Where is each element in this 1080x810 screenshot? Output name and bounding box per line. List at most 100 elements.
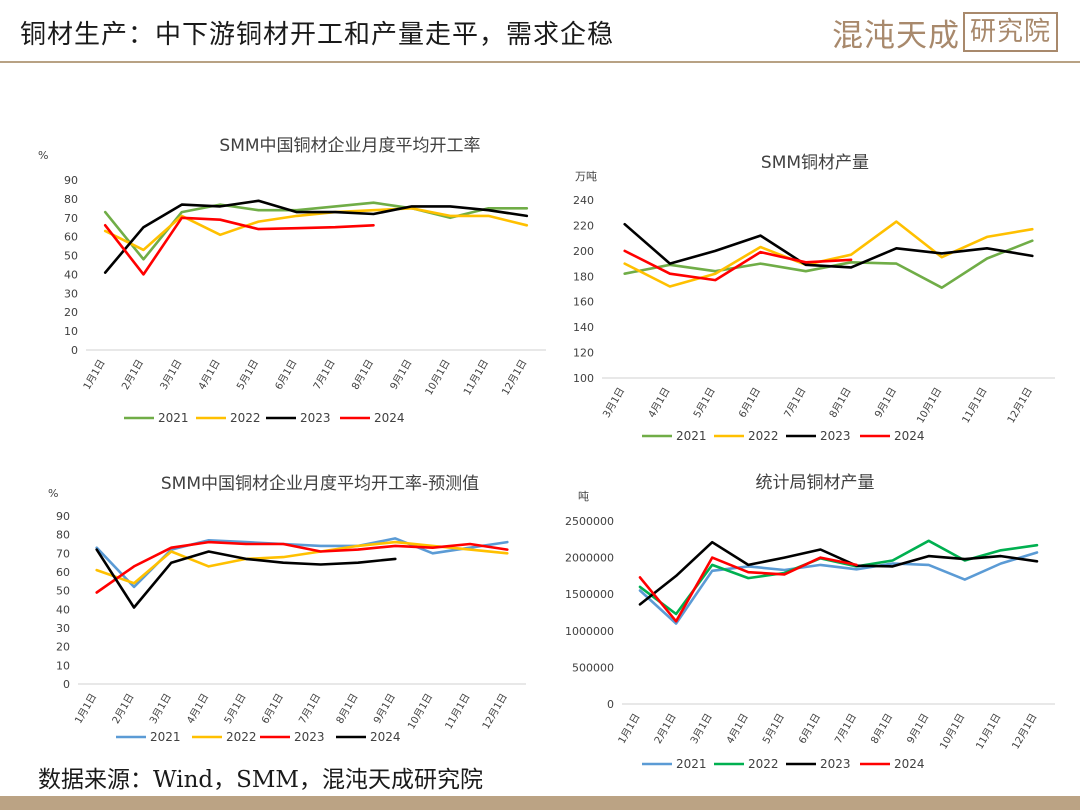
legend-label-2021: 2021	[676, 429, 707, 443]
y-tick-label: 40	[64, 268, 78, 281]
x-tick-label: 8月1日	[334, 692, 361, 726]
series-line-2024	[638, 556, 858, 623]
y-tick-label: 70	[64, 212, 78, 225]
x-tick-label: 3月1日	[688, 712, 715, 746]
x-tick-label: 8月1日	[827, 386, 854, 420]
x-tick-label: 9月1日	[371, 692, 398, 726]
y-tick-label: 30	[56, 622, 70, 635]
x-tick-label: 10月1日	[914, 386, 944, 426]
data-source-note: 数据来源：Wind，SMM，混沌天成研究院	[38, 767, 483, 793]
x-tick-label: 5月1日	[234, 358, 261, 392]
y-tick-label: 10	[64, 325, 78, 338]
y-tick-label: 50	[56, 585, 70, 598]
legend-label-2021: 2021	[676, 757, 707, 771]
x-tick-label: 11月1日	[443, 692, 473, 732]
x-tick-label: 2月1日	[110, 692, 137, 726]
y-tick-label: 0	[71, 344, 78, 357]
x-tick-label: 10月1日	[423, 358, 453, 398]
x-tick-label: 1月1日	[81, 358, 108, 392]
y-tick-label: 60	[64, 231, 78, 244]
x-tick-label: 11月1日	[974, 712, 1004, 752]
x-tick-label: 6月1日	[796, 712, 823, 746]
x-tick-label: 6月1日	[259, 692, 286, 726]
series-line-2023	[638, 540, 1039, 606]
series-line-2021	[623, 239, 1034, 289]
x-tick-label: 11月1日	[960, 386, 990, 426]
x-tick-label: 5月1日	[222, 692, 249, 726]
y-tick-label: 2000000	[565, 552, 614, 565]
y-tick-label: 160	[573, 296, 594, 309]
x-tick-label: 8月1日	[868, 712, 895, 746]
x-tick-label: 1月1日	[73, 692, 100, 726]
legend-label-2021: 2021	[150, 730, 181, 744]
x-tick-label: 6月1日	[273, 358, 300, 392]
chart-title: SMM中国铜材企业月度平均开工率-预测值	[161, 474, 479, 494]
chart-utilization: SMM中国铜材企业月度平均开工率% 0 10 20 30 40 50 60 70 80 90 1月1日…	[38, 136, 546, 425]
y-tick-label: 140	[573, 321, 594, 334]
legend-label-2023: 2023	[294, 730, 325, 744]
x-tick-label: 5月1日	[691, 386, 718, 420]
y-tick-label: 50	[64, 250, 78, 263]
x-tick-label: 7月1日	[832, 712, 859, 746]
y-tick-label: 1000000	[565, 625, 614, 638]
x-tick-label: 7月1日	[782, 386, 809, 420]
legend-label-2022: 2022	[230, 411, 261, 425]
x-tick-label: 2月1日	[119, 358, 146, 392]
series-line-2023	[103, 199, 529, 274]
y-tick-label: 60	[56, 566, 70, 579]
brand-logo: 混沌天成 研究院	[832, 12, 1058, 54]
y-tick-label: 30	[64, 287, 78, 300]
x-tick-label: 8月1日	[349, 358, 376, 392]
x-tick-label: 4月1日	[196, 358, 223, 392]
x-tick-label: 10月1日	[405, 692, 435, 732]
y-tick-label: 90	[56, 510, 70, 523]
x-tick-label: 6月1日	[736, 386, 763, 420]
y-tick-label: 10	[56, 659, 70, 672]
y-tick-label: 0	[63, 678, 70, 691]
x-tick-label: 4月1日	[185, 692, 212, 726]
series-line-2024	[103, 216, 375, 276]
x-tick-label: 12月1日	[1010, 712, 1040, 752]
y-tick-label: 100	[573, 372, 594, 385]
x-tick-label: 3月1日	[147, 692, 174, 726]
y-tick-label: 1500000	[565, 588, 614, 601]
y-tick-label: 180	[573, 270, 594, 283]
x-tick-label: 9月1日	[872, 386, 899, 420]
legend-label-2023: 2023	[820, 429, 851, 443]
legend-label-2023: 2023	[820, 757, 851, 771]
series-line-2023	[623, 222, 1034, 269]
header-divider	[0, 61, 1080, 63]
x-tick-label: 3月1日	[158, 358, 185, 392]
series-line-2024	[95, 548, 397, 609]
y-tick-label: 20	[56, 641, 70, 654]
series-line-2022	[103, 207, 529, 252]
x-tick-label: 12月1日	[499, 358, 529, 398]
legend-label-2021: 2021	[158, 411, 189, 425]
x-tick-label: 4月1日	[724, 712, 751, 746]
y-tick-label: 240	[573, 194, 594, 207]
x-tick-label: 7月1日	[297, 692, 324, 726]
series-line-2021	[638, 551, 1039, 625]
y-tick-label: 90	[64, 174, 78, 187]
x-tick-label: 11月1日	[461, 358, 491, 398]
x-tick-label: 9月1日	[905, 712, 932, 746]
y-tick-label: 2500000	[565, 515, 614, 528]
chart-title: 统计局铜材产量	[756, 473, 875, 493]
y-tick-label: 70	[56, 547, 70, 560]
legend-label-2022: 2022	[748, 429, 779, 443]
y-axis-unit: 吨	[578, 490, 589, 503]
x-tick-label: 10月1日	[937, 712, 967, 752]
y-axis-unit: 万吨	[575, 170, 597, 183]
y-tick-label: 120	[573, 347, 594, 360]
x-tick-label: 1月1日	[616, 712, 643, 746]
logo-box-text: 研究院	[962, 12, 1058, 52]
legend-label-2024: 2024	[894, 429, 925, 443]
legend-label-2023: 2023	[300, 411, 331, 425]
y-tick-label: 500000	[572, 661, 614, 674]
legend-label-2022: 2022	[748, 757, 779, 771]
chart-title: SMM铜材产量	[761, 153, 869, 173]
y-tick-label: 80	[64, 193, 78, 206]
series-line-2024	[623, 249, 853, 282]
x-tick-label: 3月1日	[600, 386, 627, 420]
